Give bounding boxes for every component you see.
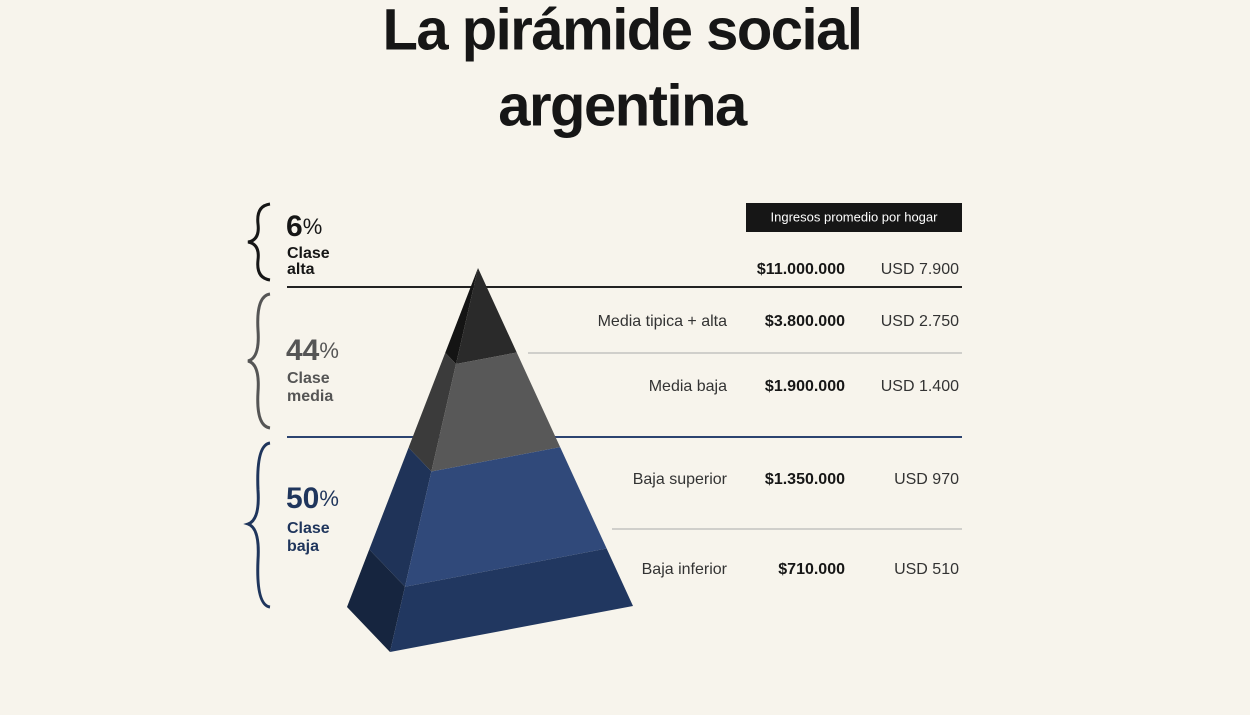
pyramid-front-face (390, 548, 633, 652)
row-name: Media baja (649, 378, 727, 395)
brace (247, 292, 271, 430)
row-name: Media tipica + alta (598, 313, 728, 330)
percent: 44% (286, 334, 339, 367)
pyramid-left-face (369, 447, 432, 587)
pyramid (347, 268, 633, 652)
income-pesos: $11.000.000 (757, 261, 845, 278)
pyramid-front-face (456, 268, 517, 364)
percent-unit: % (303, 214, 323, 239)
percent-number: 6 (286, 210, 303, 243)
class-label: alta (287, 261, 315, 278)
pyramid-front-face (431, 352, 561, 472)
income-pesos: $1.900.000 (765, 378, 845, 395)
class-label: media (287, 388, 333, 405)
income-pesos: $1.350.000 (765, 471, 845, 488)
percent: 50% (286, 482, 339, 515)
title-line: argentina (498, 73, 748, 138)
pyramid-front-face (404, 447, 607, 587)
pyramid-left-face (347, 549, 405, 652)
percent: 6% (286, 210, 322, 243)
class-label: baja (287, 538, 319, 555)
percent-unit: % (319, 486, 339, 511)
percent-number: 44 (286, 334, 320, 367)
income-usd: USD 1.400 (881, 378, 959, 395)
income-usd: USD 2.750 (881, 313, 959, 330)
brace (243, 441, 271, 609)
title-line: La pirámide social (382, 0, 861, 62)
pyramid-left-face (445, 268, 478, 364)
percent-number: 50 (286, 482, 319, 515)
class-label: Clase (287, 370, 330, 387)
row-name: Baja inferior (642, 561, 728, 578)
income-pesos: $3.800.000 (765, 313, 845, 330)
class-label: Clase (287, 245, 330, 262)
table-header-box (746, 203, 962, 232)
pyramid-left-face (408, 352, 456, 472)
income-usd: USD 7.900 (881, 261, 959, 278)
class-label: Clase (287, 520, 330, 537)
brace (247, 202, 271, 282)
row-name: Baja superior (633, 471, 728, 488)
table-header: Ingresos promedio por hogar (771, 209, 939, 224)
percent-unit: % (319, 338, 339, 363)
income-usd: USD 510 (894, 561, 959, 578)
income-usd: USD 970 (894, 471, 959, 488)
income-pesos: $710.000 (778, 561, 845, 578)
